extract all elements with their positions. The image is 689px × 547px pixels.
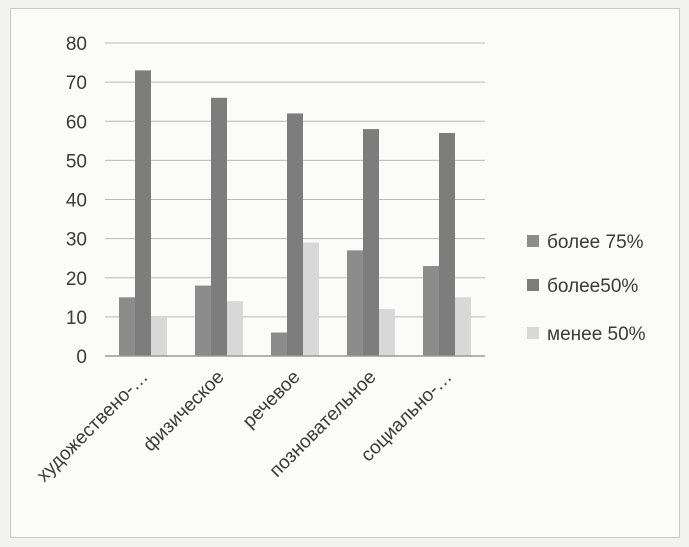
bar-2-3 xyxy=(287,113,303,356)
y-axis-ticks: 0 10 20 30 40 50 60 70 80 xyxy=(66,34,87,368)
legend: более 75% более50% менее 50% xyxy=(527,232,646,345)
y-tick-label: 10 xyxy=(66,308,87,329)
x-category-label: физическое xyxy=(139,367,228,456)
bar-1-4 xyxy=(347,250,363,356)
bars xyxy=(119,70,471,357)
bar-1-2 xyxy=(195,285,211,356)
bar-2-5 xyxy=(439,132,455,356)
y-tick-label: 30 xyxy=(66,230,87,251)
y-tick-label: 70 xyxy=(66,73,87,94)
y-tick-label: 40 xyxy=(66,191,87,212)
bar-2-1 xyxy=(135,70,151,356)
legend-swatch xyxy=(527,235,539,247)
y-tick-label: 20 xyxy=(66,269,87,290)
bar-2-2 xyxy=(211,97,227,357)
bar-1-1 xyxy=(119,297,135,356)
bar-1-5 xyxy=(423,266,439,356)
y-tick-label: 80 xyxy=(66,34,87,55)
y-tick-label: 50 xyxy=(66,151,87,172)
bar-3-4 xyxy=(379,309,395,356)
bar-1-3 xyxy=(271,332,287,356)
chart-frame xyxy=(10,8,680,538)
legend-label: более50% xyxy=(547,276,638,297)
x-category-label: художествено-… xyxy=(33,367,153,487)
bar-3-2 xyxy=(227,301,243,356)
legend-swatch xyxy=(527,327,539,339)
bar-3-1 xyxy=(151,316,167,356)
legend-label: более 75% xyxy=(547,232,644,253)
x-axis-labels: художествено-…физическое речевоепозновате… xyxy=(33,367,457,487)
x-category-label: речевое xyxy=(239,367,305,433)
y-tick-label: 0 xyxy=(76,347,87,368)
legend-swatch xyxy=(527,279,539,291)
y-tick-label: 60 xyxy=(66,112,87,133)
bar-3-5 xyxy=(455,297,471,356)
bar-2-4 xyxy=(363,129,379,356)
bar-3-3 xyxy=(303,242,319,356)
legend-label: менее 50% xyxy=(547,324,646,345)
